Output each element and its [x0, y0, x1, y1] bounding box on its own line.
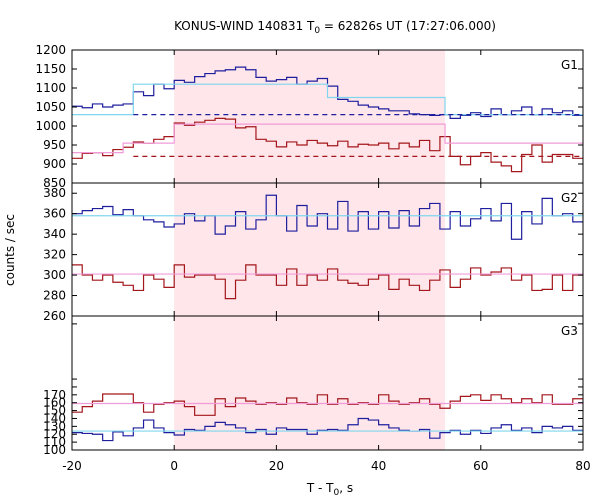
- x-tick-label: 40: [371, 459, 386, 473]
- y-tick-label: 1000: [35, 119, 66, 133]
- plot-area: 85090095010001050110011501200G1260280300…: [35, 43, 590, 473]
- chart-title: KONUS-WIND 140831 T0 = 62826s UT (17:27:…: [174, 19, 496, 36]
- y-axis-label: counts / sec: [3, 214, 17, 286]
- y-tick-label: 380: [43, 186, 66, 200]
- panel-label-g1: G1: [561, 58, 578, 72]
- series-red-1: [72, 264, 583, 300]
- y-tick-label: 1150: [35, 62, 66, 76]
- y-tick-label: 170: [43, 388, 66, 402]
- series-blue-1: [72, 417, 583, 442]
- x-axis-label: T - T0, s: [306, 481, 353, 498]
- y-tick-label: 130: [43, 419, 66, 433]
- y-tick-label: 150: [43, 404, 66, 418]
- y-tick-label: 120: [43, 427, 66, 441]
- y-tick-label: 340: [43, 227, 66, 241]
- y-tick-label: 280: [43, 289, 66, 303]
- y-tick-label: 160: [43, 396, 66, 410]
- series-cyan-2: [72, 83, 583, 116]
- x-tick-label: 80: [575, 459, 590, 473]
- series-blue-0: [72, 194, 583, 240]
- x-tick-label: 0: [170, 459, 178, 473]
- y-tick-label: 300: [43, 268, 66, 282]
- y-tick-label: 100: [43, 443, 66, 457]
- x-tick-label: 20: [269, 459, 284, 473]
- y-tick-label: 110: [43, 435, 66, 449]
- y-tick-label: 950: [43, 138, 66, 152]
- panel-label-g3: G3: [561, 324, 578, 338]
- panel-label-g2: G2: [561, 191, 578, 205]
- x-tick-label: -20: [62, 459, 82, 473]
- y-tick-label: 360: [43, 207, 66, 221]
- y-tick-label: 140: [43, 411, 66, 425]
- panel-frame: [71, 315, 584, 451]
- series-pink-3: [72, 123, 583, 154]
- panel-g1: 850 900 950 1000 1050 1100 1150 1200 G1: [35, 43, 584, 190]
- x-tick-label: 60: [473, 459, 488, 473]
- y-tick-label: 320: [43, 248, 66, 262]
- y-tick-label: 900: [43, 157, 66, 171]
- y-tick-label: 260: [43, 309, 66, 323]
- y-tick-label: 1100: [35, 81, 66, 95]
- y-tick-label: 1200: [35, 43, 66, 57]
- y-tick-label: 1050: [35, 100, 66, 114]
- y-tick-label: 850: [43, 176, 66, 190]
- highlight-interval: [174, 50, 446, 450]
- panel-g2: 260 280 300 320 340 360 380 G2: [43, 182, 584, 323]
- series-red-1: [72, 117, 583, 173]
